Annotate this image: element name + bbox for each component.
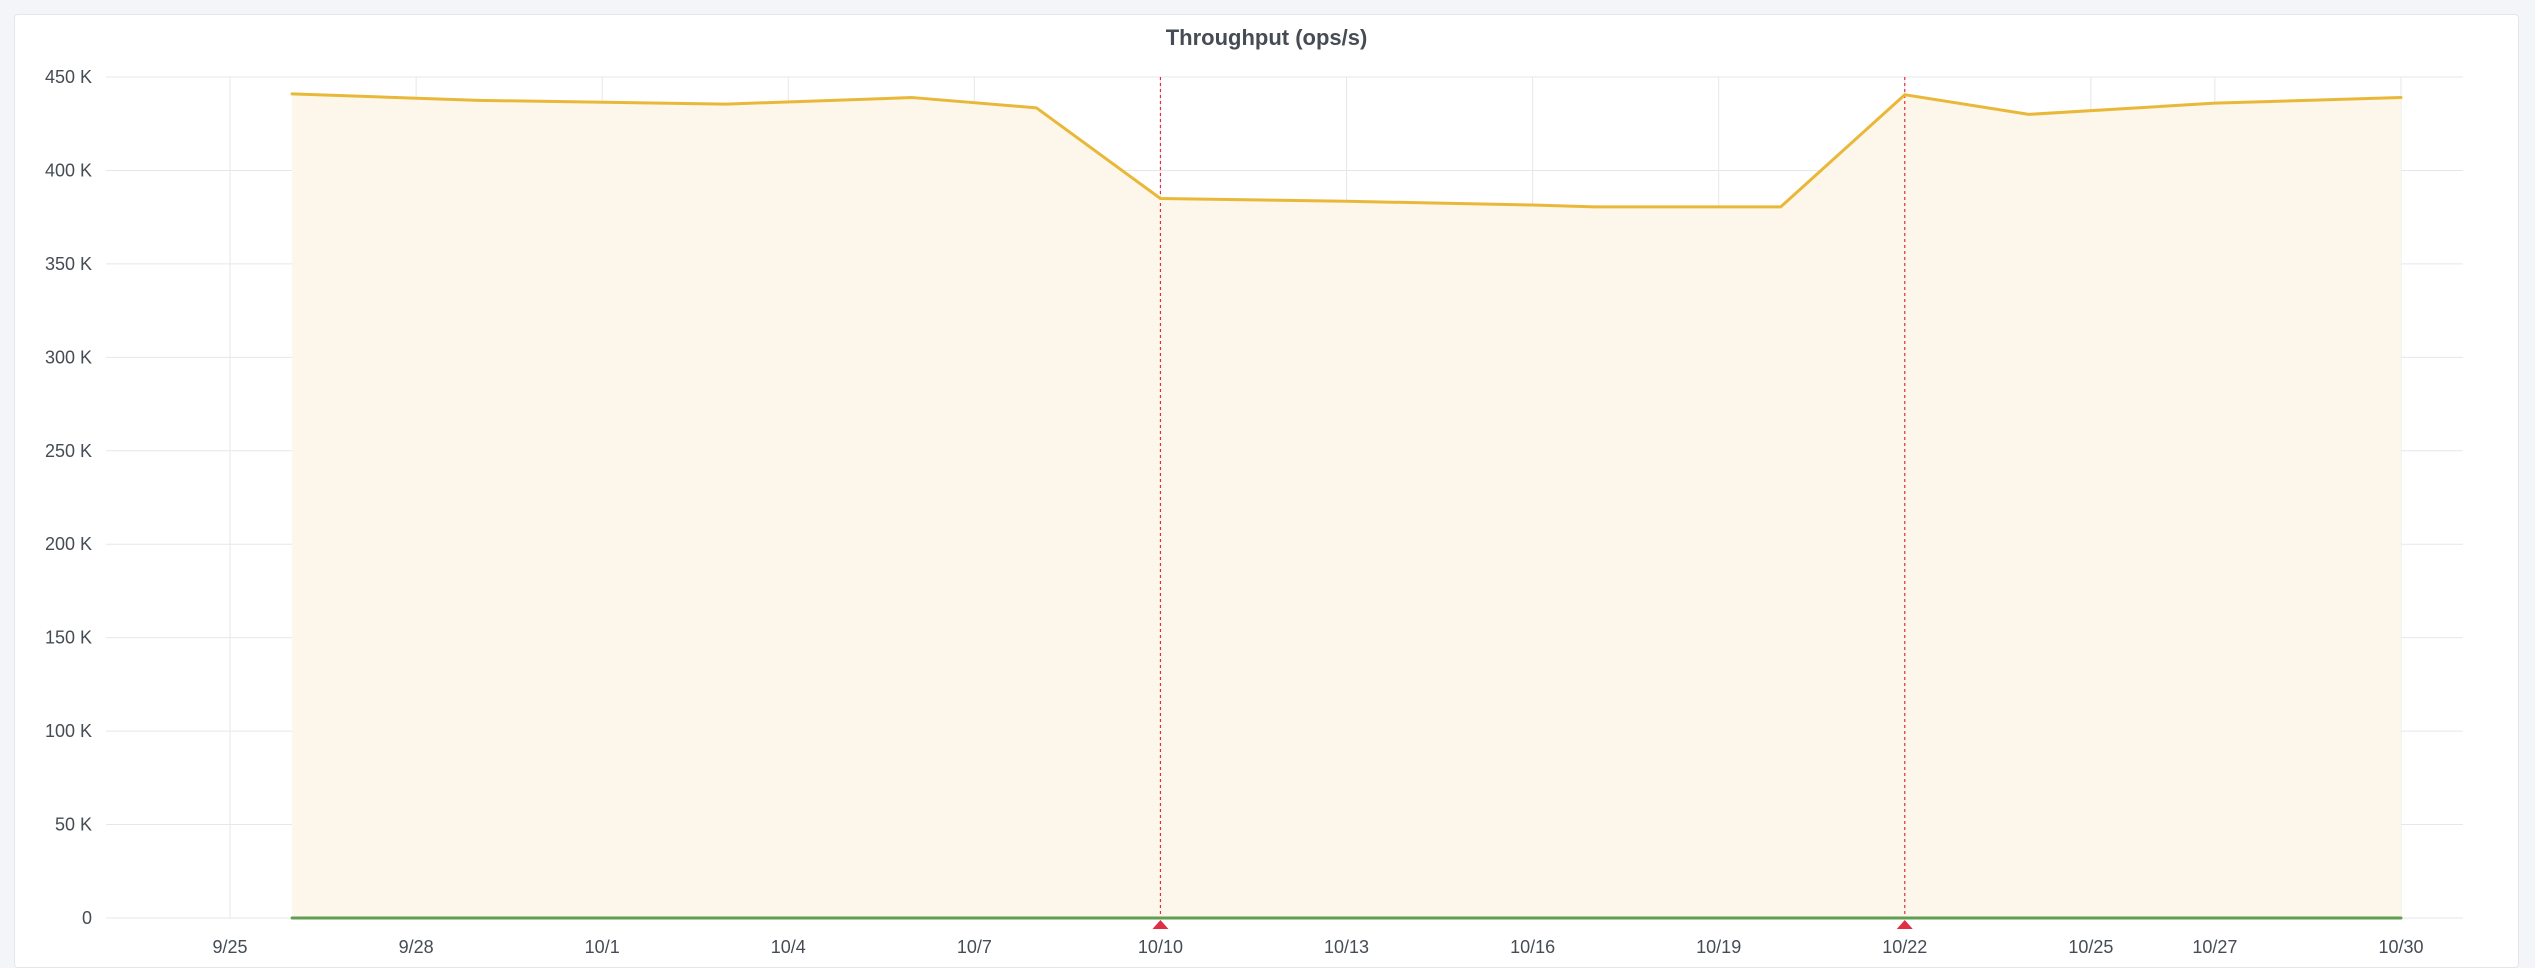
x-tick-label: 10/13 (1324, 937, 1369, 957)
y-tick-label: 0 (82, 908, 92, 928)
x-tick-label: 10/22 (1882, 937, 1927, 957)
series-0-area (292, 93, 2401, 918)
annotation-marker (1152, 920, 1169, 929)
line-layer (290, 92, 2403, 920)
annotation-marker (1896, 920, 1913, 929)
x-tick-label: 9/28 (399, 937, 434, 957)
x-tick-label: 10/4 (771, 937, 806, 957)
chart-panel: Throughput (ops/s) 0 50 K 100 K 150 K 200 K 2… (14, 14, 2519, 968)
annotation-layer (1152, 77, 1913, 929)
panel-title: Throughput (ops/s) (1165, 25, 1368, 50)
x-axis-ticks: 9/25 9/28 10/1 10/4 10/7 10/10 10/13 10/16 10/19… (213, 937, 2424, 957)
y-tick-label: 250 K (45, 441, 92, 461)
x-tick-label: 10/7 (957, 937, 992, 957)
x-tick-label: 10/10 (1138, 937, 1183, 957)
y-tick-label: 450 K (45, 67, 92, 87)
x-tick-label: 10/30 (2378, 937, 2423, 957)
throughput-chart: 0 50 K 100 K 150 K 200 K 250 K 300 K 350 K 400 K… (45, 67, 2463, 957)
x-tick-label: 10/16 (1510, 937, 1555, 957)
y-tick-label: 200 K (45, 534, 92, 554)
x-tick-label: 10/1 (585, 937, 620, 957)
y-tick-label: 50 K (55, 815, 92, 835)
x-tick-label: 10/27 (2192, 937, 2237, 957)
series-0-line (290, 92, 2403, 209)
y-tick-label: 350 K (45, 254, 92, 274)
x-tick-label: 10/25 (2068, 937, 2113, 957)
area-layer (292, 93, 2401, 918)
y-tick-label: 150 K (45, 628, 92, 648)
y-tick-label: 400 K (45, 160, 92, 180)
y-tick-label: 300 K (45, 347, 92, 367)
y-axis-ticks: 0 50 K 100 K 150 K 200 K 250 K 300 K 350 K 400 K… (45, 67, 92, 928)
x-tick-label: 10/19 (1696, 937, 1741, 957)
y-tick-label: 100 K (45, 721, 92, 741)
x-tick-label: 9/25 (213, 937, 248, 957)
